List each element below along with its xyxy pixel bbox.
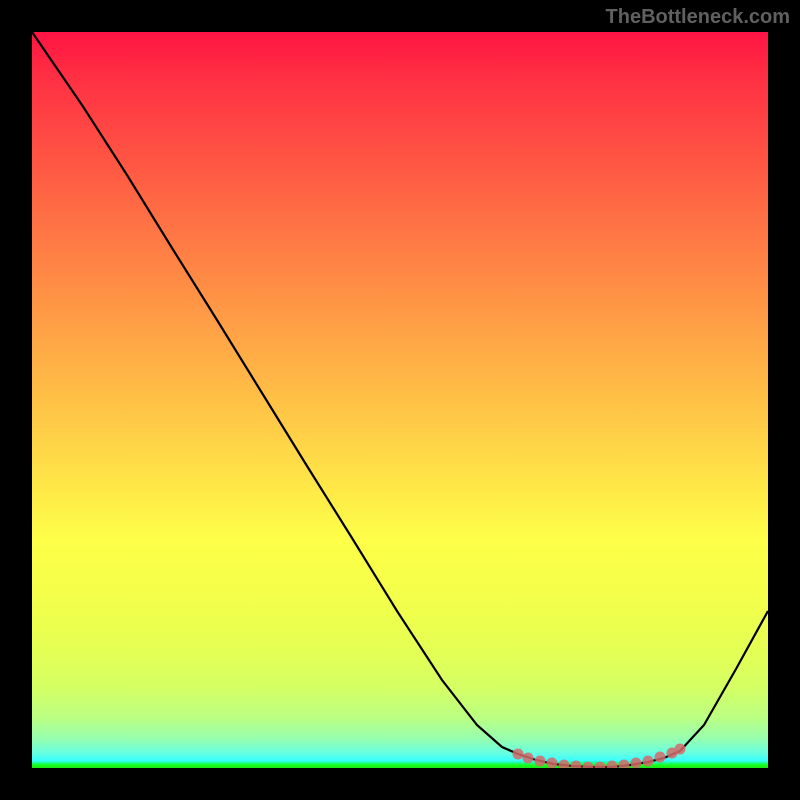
marker-dot [643, 756, 654, 767]
watermark-text: TheBottleneck.com [606, 6, 790, 29]
marker-dot [571, 761, 582, 769]
marker-dot [619, 760, 630, 769]
marker-dot [523, 753, 534, 764]
marker-dot [631, 758, 642, 769]
chart-svg [32, 32, 768, 768]
curve-line [32, 32, 768, 767]
marker-dot [547, 758, 558, 769]
marker-dot [559, 760, 570, 769]
marker-dot [607, 761, 618, 769]
marker-group [513, 744, 686, 769]
marker-dot [595, 762, 606, 769]
marker-dot [513, 749, 524, 760]
marker-dot [675, 744, 686, 755]
plot-area [32, 32, 768, 768]
marker-dot [535, 756, 546, 767]
marker-dot [583, 762, 594, 769]
marker-dot [655, 752, 666, 763]
